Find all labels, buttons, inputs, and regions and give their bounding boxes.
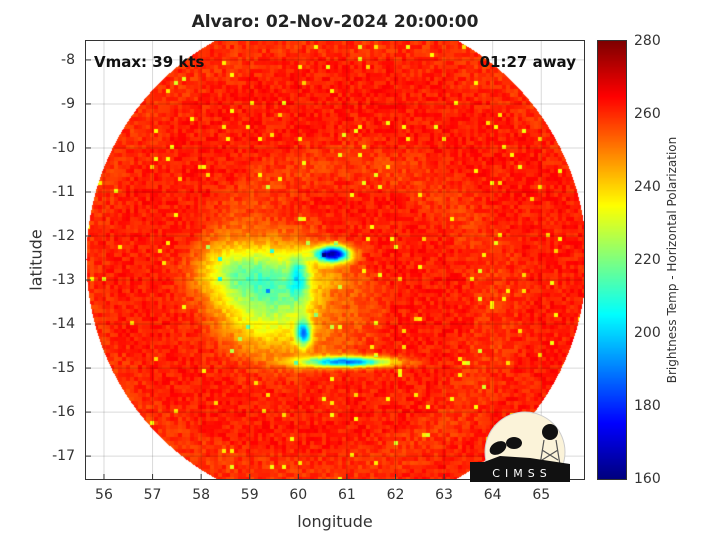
x-tick-label: 56 — [95, 487, 113, 503]
colorbar-tick-label: 220 — [634, 252, 661, 268]
colorbar-tick-label: 240 — [634, 179, 661, 195]
x-tick-label: 59 — [240, 487, 259, 503]
y-tick-label: -10 — [52, 139, 75, 156]
y-tick-label: -11 — [52, 183, 75, 200]
x-tick-label: 61 — [337, 487, 356, 503]
colorbar-tick-label: 160 — [634, 471, 661, 487]
x-tick-label: 60 — [289, 487, 308, 503]
cimss-logo: CIMSS — [470, 411, 570, 482]
plot-area: Vmax: 39 kts 01:27 away — [85, 40, 585, 480]
svg-text:CIMSS: CIMSS — [492, 467, 551, 480]
colorbar-tick-label: 260 — [634, 106, 661, 122]
brightness-temp-image — [86, 41, 584, 479]
colorbar-label: Brightness Temp - Horizontal Polarizatio… — [665, 136, 679, 384]
x-axis-label: longitude — [297, 512, 373, 531]
x-tick-label: 64 — [483, 487, 502, 503]
y-axis-label: latitude — [26, 229, 46, 291]
colorbar-tick-label: 280 — [634, 33, 661, 49]
chart-title: Alvaro: 02-Nov-2024 20:00:00 — [191, 12, 479, 32]
y-tick-label: -14 — [52, 316, 75, 333]
y-tick-label: -16 — [52, 404, 75, 421]
vmax-annotation: Vmax: 39 kts — [94, 53, 205, 71]
x-tick-label: 65 — [532, 487, 551, 503]
x-tick-label: 57 — [143, 487, 162, 503]
y-tick-label: -9 — [61, 95, 75, 112]
grid-lines — [86, 41, 584, 479]
x-tick-label: 63 — [435, 487, 453, 503]
colorbar-tick-label: 200 — [634, 325, 661, 341]
y-tick-label: -13 — [52, 272, 75, 289]
x-tick-label: 62 — [386, 487, 405, 503]
y-tick-label: -12 — [52, 228, 75, 244]
y-tick-label: -17 — [52, 448, 75, 465]
colorbar-tick-label: 180 — [634, 398, 661, 414]
y-tick-label: -8 — [61, 51, 75, 68]
time-away-annotation: 01:27 away — [479, 53, 576, 71]
x-tick-label: 58 — [192, 487, 211, 503]
colorbar — [597, 40, 627, 480]
y-tick-label: -15 — [52, 360, 75, 377]
